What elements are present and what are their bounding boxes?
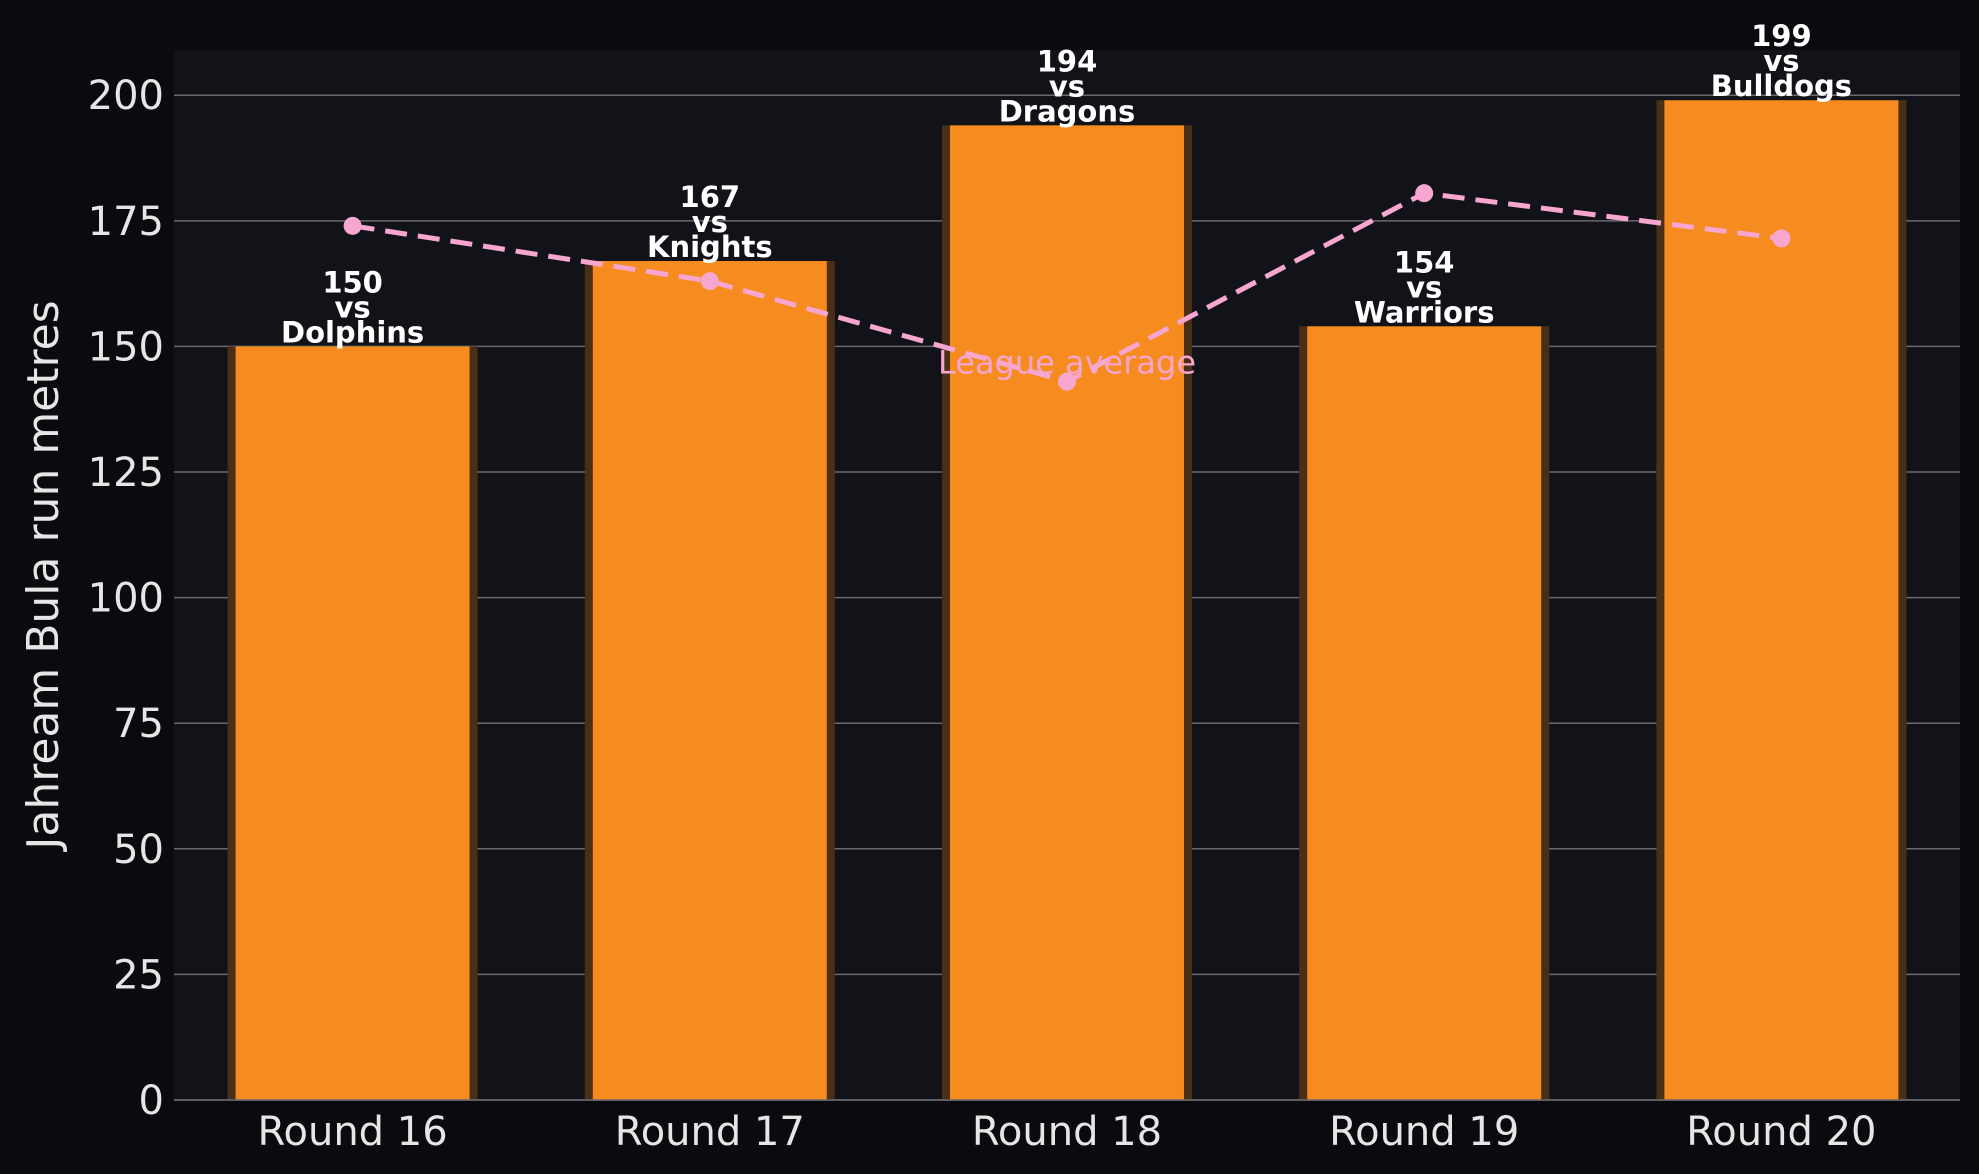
bar-value-label: 154 [1394,245,1455,279]
bar-round-16 [235,346,470,1100]
bar-value-label: vs [335,290,371,324]
x-axis: Round 16 Round 17 Round 18 Round 19 Round 20 [174,1099,1960,1155]
bar-value-label: Dolphins [281,315,424,349]
bar-value-label: vs [692,205,728,239]
bar-value-label: Bulldogs [1711,69,1852,103]
bar-value-label: vs [1763,44,1799,78]
bar-round-17 [592,261,827,1101]
league-average-point [343,216,362,235]
bar-value-label: vs [1406,270,1442,304]
bar-value-label: Warriors [1354,295,1495,329]
bar-value-label: 199 [1751,19,1812,53]
league-average-point [1058,372,1076,391]
bar-value-label: 194 [1037,44,1098,78]
bar-value-label: Knights [647,230,773,264]
league-average-series: League average [343,184,1791,391]
league-average-point [1415,184,1434,203]
y-tick-label: 75 [113,701,164,747]
bar-value-label: Dragons [999,94,1136,128]
league-average-point [1772,229,1791,248]
bar-value-label: 167 [680,180,741,214]
bar-value-labels: 150vsDolphins167vsKnights194vsDragons154… [281,19,1852,349]
y-tick-label: 150 [88,324,164,370]
bar-round-20 [1664,100,1899,1100]
bar-round-18 [950,125,1184,1101]
bar-value-label: vs [1049,69,1085,103]
y-tick-label: 25 [113,952,164,998]
x-tick-label: Round 16 [258,1109,448,1155]
bar-series [227,100,1907,1101]
bar-round-19 [1307,326,1542,1100]
bar-value-label: 150 [322,265,383,299]
x-tick-label: Round 20 [1686,1109,1876,1155]
y-axis-label: Jahream Bula run metres [18,300,69,852]
x-tick-label: Round 19 [1329,1109,1519,1155]
x-tick-label: Round 17 [615,1109,805,1155]
league-average-point [700,272,719,291]
y-tick-label: 100 [88,576,164,622]
x-tick-label: Round 18 [972,1109,1162,1155]
y-tick-label: 125 [88,450,164,496]
y-tick-label: 175 [88,199,164,245]
y-tick-label: 0 [139,1078,164,1124]
y-axis: 0 25 50 75 100 125 150 175 200 [88,73,164,1124]
y-tick-label: 200 [88,73,164,119]
league-average-label: League average [938,344,1196,382]
y-tick-label: 50 [113,827,164,873]
